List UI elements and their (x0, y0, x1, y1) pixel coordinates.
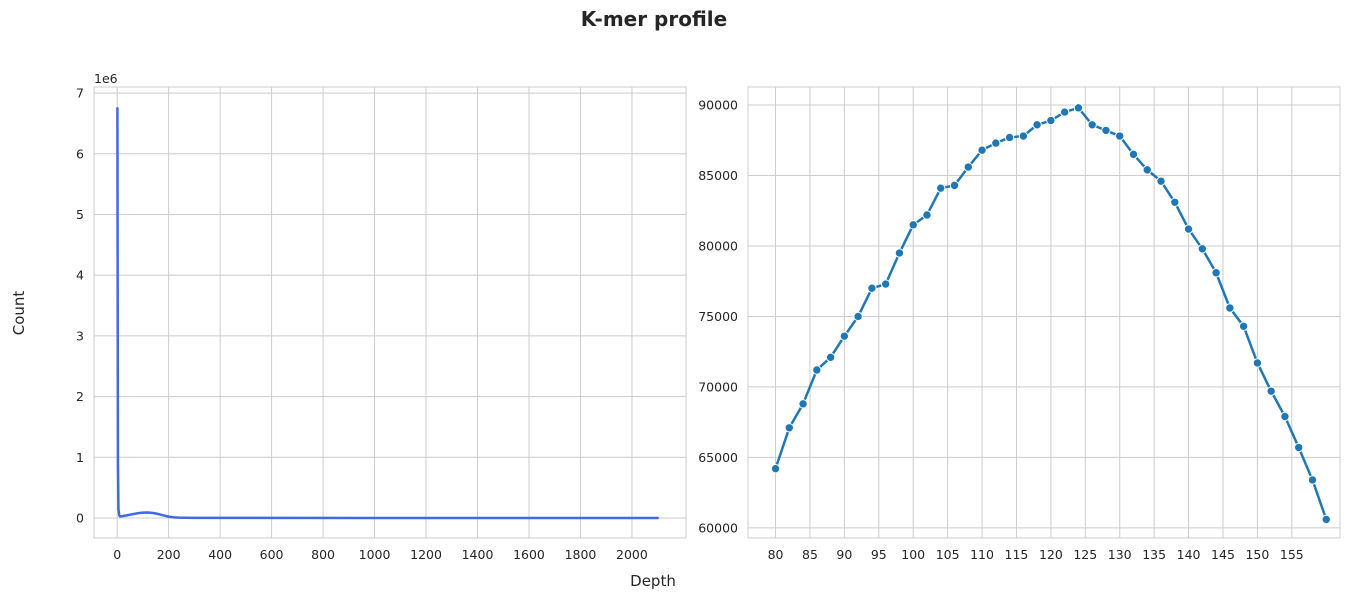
left-y-tick-label: 2 (76, 389, 84, 404)
right-x-tick-label: 130 (1108, 547, 1132, 562)
right-x-tick-label: 80 (768, 547, 784, 562)
right-data-point (784, 423, 795, 433)
right-data-point (798, 399, 808, 409)
right-data-point (894, 248, 905, 258)
right-data-point (908, 220, 918, 230)
left-x-tick-label: 1400 (462, 547, 494, 562)
right-x-tick-label: 120 (1039, 547, 1063, 562)
left-y-tick-label: 4 (76, 268, 84, 283)
right-depth-count-zoom-plot: 80 85 90 95 100 105 110 115 120 125 130 135 140 145 15… (698, 86, 1341, 562)
right-x-tick-label: 90 (836, 547, 852, 562)
left-x-tick-label: 600 (260, 547, 284, 562)
right-data-point (1197, 244, 1208, 254)
left-depth-count-plot: 0 200 400 600 800 1000 1200 1400 1600 1800 2000 0 1 2… (76, 71, 687, 562)
left-x-tick-label: 1200 (410, 547, 442, 562)
left-x-tick-label: 1000 (359, 547, 391, 562)
right-data-point (825, 352, 836, 363)
left-y-tick-label: 7 (76, 86, 84, 101)
left-x-tick-label: 2000 (616, 547, 648, 562)
right-data-point (1004, 132, 1015, 143)
right-data-point (1128, 149, 1139, 160)
right-data-point (1156, 176, 1166, 186)
right-data-point (1087, 120, 1097, 130)
right-data-point (1046, 115, 1056, 126)
right-data-point (1211, 268, 1221, 278)
right-data-point (1101, 125, 1111, 136)
left-x-tick-label: 0 (113, 547, 121, 562)
right-y-tick-label: 80000 (698, 238, 738, 253)
right-data-point (1073, 103, 1084, 113)
right-x-tick-label: 95 (871, 547, 887, 562)
right-y-tick-label: 65000 (698, 450, 738, 465)
x-axis-label: Depth (630, 572, 676, 590)
right-data-point (922, 210, 932, 220)
figure-title: K-mer profile (581, 7, 727, 31)
right-y-tick-label: 75000 (698, 309, 738, 324)
right-data-point (1238, 321, 1249, 332)
right-x-tick-label: 105 (936, 547, 960, 562)
right-data-point (963, 162, 973, 172)
left-x-tick-label: 400 (208, 547, 232, 562)
left-y-tick-label: 0 (76, 510, 84, 525)
left-x-tick-label: 1800 (565, 547, 597, 562)
left-x-tick-label: 800 (311, 547, 335, 562)
right-y-tick-label: 90000 (698, 98, 738, 113)
right-x-tick-label: 125 (1073, 547, 1097, 562)
right-x-tick-label: 85 (802, 547, 818, 562)
right-data-point (1321, 514, 1331, 525)
right-data-point (853, 311, 863, 322)
right-x-tick-label: 155 (1280, 547, 1304, 562)
right-y-tick-label: 70000 (698, 379, 738, 394)
right-data-point (1183, 224, 1194, 234)
left-axes-frame (93, 86, 687, 539)
right-data-point (812, 365, 822, 375)
right-data-point (839, 331, 850, 341)
left-y-tick-label: 5 (76, 207, 84, 222)
right-data-point (1115, 131, 1125, 141)
right-data-point (936, 183, 946, 193)
right-x-tick-label: 100 (901, 547, 925, 562)
right-data-point (880, 279, 891, 289)
right-data-point (1142, 165, 1152, 175)
right-data-point (949, 180, 960, 191)
left-y-tick-label: 6 (76, 146, 84, 161)
right-y-tick-label: 85000 (698, 168, 738, 183)
right-data-point (1252, 358, 1263, 368)
left-x-tick-label: 200 (157, 547, 181, 562)
left-x-tick-label: 1600 (513, 547, 545, 562)
right-data-point (1018, 131, 1029, 141)
left-y-tick-label: 1 (76, 450, 84, 465)
right-data-point (867, 283, 877, 293)
right-data-point (991, 138, 1001, 148)
left-series-line (116, 106, 659, 520)
left-y-offset-label: 1e6 (94, 71, 118, 86)
right-x-tick-label: 135 (1142, 547, 1166, 562)
right-data-point (1225, 303, 1235, 313)
right-data-point (977, 145, 987, 155)
right-data-point (1266, 386, 1276, 396)
right-x-tick-label: 150 (1245, 547, 1269, 562)
right-data-point (770, 463, 781, 474)
right-data-point (1280, 411, 1290, 422)
left-y-tick-label: 3 (76, 328, 84, 343)
y-axis-label: Count (10, 291, 28, 336)
right-x-tick-label: 115 (1005, 547, 1029, 562)
right-axes-frame (747, 86, 1341, 539)
right-data-point (1032, 120, 1042, 130)
right-data-point (1307, 475, 1318, 485)
right-data-point (1170, 197, 1180, 207)
right-data-point (1059, 107, 1070, 117)
right-x-tick-label: 110 (970, 547, 994, 562)
right-data-point (1293, 442, 1304, 453)
right-y-tick-label: 60000 (698, 520, 738, 535)
right-x-tick-label: 140 (1177, 547, 1201, 562)
right-x-tick-label: 145 (1211, 547, 1235, 562)
